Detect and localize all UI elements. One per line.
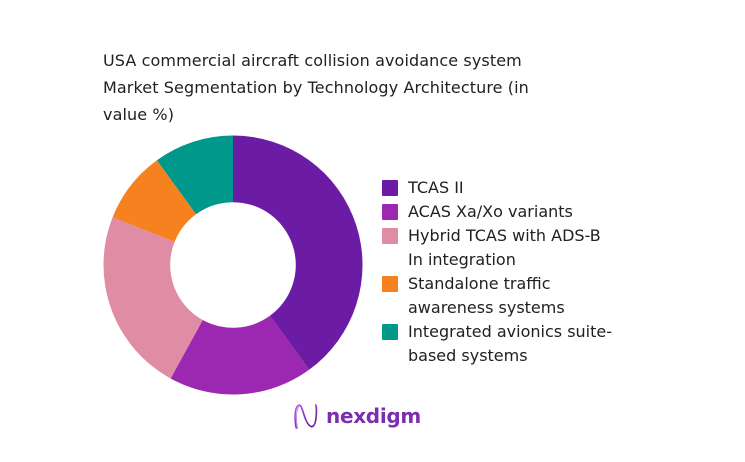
chart-legend: TCAS II ACAS Xa/Xo variants Hybrid TCAS wi… (382, 176, 612, 368)
legend-swatch (382, 276, 398, 292)
donut-segment-3 (112, 160, 197, 242)
legend-label: TCAS II (408, 178, 464, 197)
nexdigm-logo: nexdigm (292, 400, 421, 432)
legend-label: Hybrid TCAS with ADS-B In integration (408, 226, 601, 269)
legend-swatch (382, 204, 398, 220)
legend-item: ACAS Xa/Xo variants (382, 200, 612, 224)
legend-item: TCAS II (382, 176, 612, 200)
legend-swatch (382, 324, 398, 340)
donut-segment-4 (156, 135, 233, 215)
donut-segment-0 (233, 135, 363, 370)
legend-swatch (382, 228, 398, 244)
nexdigm-wordmark: nexdigm (326, 404, 421, 428)
legend-item: Integrated avionics suite- based systems (382, 320, 612, 368)
legend-swatch (382, 180, 398, 196)
donut-segment-1 (170, 315, 310, 395)
legend-item: Standalone traffic awareness systems (382, 272, 612, 320)
legend-label: Standalone traffic awareness systems (408, 274, 565, 317)
nexdigm-n-icon (294, 404, 318, 430)
legend-label: Integrated avionics suite- based systems (408, 322, 612, 365)
chart-title: USA commercial aircraft collision avoida… (103, 51, 529, 124)
donut-segment-2 (103, 217, 203, 379)
legend-item: Hybrid TCAS with ADS-B In integration (382, 224, 612, 272)
legend-label: ACAS Xa/Xo variants (408, 202, 573, 221)
donut-chart (103, 135, 363, 395)
